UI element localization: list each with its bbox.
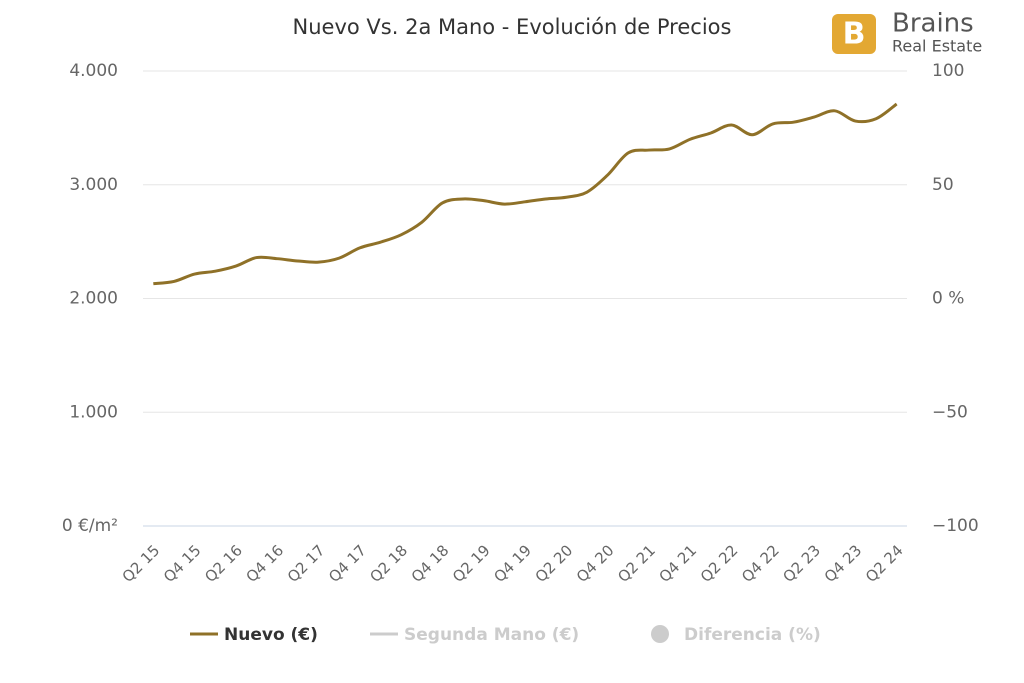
legend-label: Nuevo (€) xyxy=(224,625,318,645)
y-tick-label: 1.000 xyxy=(69,402,118,422)
legend-label: Segunda Mano (€) xyxy=(404,625,579,645)
legend-label: Diferencia (%) xyxy=(684,625,821,645)
x-tick-label: Q4 15 xyxy=(160,541,205,586)
x-tick-label: Q4 19 xyxy=(490,541,535,586)
legend-item[interactable]: Diferencia (%) xyxy=(651,625,821,645)
y-tick-label: 0 €/m² xyxy=(62,516,118,536)
y2-tick-label: 50 xyxy=(932,175,954,195)
x-tick-label: Q2 24 xyxy=(862,541,907,586)
x-tick-label: Q4 16 xyxy=(243,541,288,586)
x-tick-label: Q4 23 xyxy=(821,541,866,586)
logo-letter: B xyxy=(843,17,866,52)
x-tick-label: Q4 21 xyxy=(655,541,700,586)
logo: B Brains Real Estate xyxy=(832,9,982,56)
x-tick-label: Q4 17 xyxy=(325,541,370,586)
x-tick-label: Q2 23 xyxy=(779,541,824,586)
x-tick-label: Q2 17 xyxy=(284,541,329,586)
x-tick-label: Q2 15 xyxy=(119,541,164,586)
x-tick-label: Q2 21 xyxy=(614,541,659,586)
y2-tick-label: 100 xyxy=(932,61,964,81)
chart-title: Nuevo Vs. 2a Mano - Evolución de Precios xyxy=(293,15,732,39)
y-tick-label: 3.000 xyxy=(69,175,118,195)
legend-swatch xyxy=(651,625,669,643)
y2-tick-label: −100 xyxy=(932,516,979,536)
logo-name: Brains xyxy=(892,9,974,39)
x-tick-label: Q2 18 xyxy=(366,541,411,586)
legend-item[interactable]: Segunda Mano (€) xyxy=(370,625,579,645)
logo-icon xyxy=(832,14,876,54)
y2-tick-label: 0 % xyxy=(932,289,964,309)
y2-tick-label: −50 xyxy=(932,402,968,422)
x-tick-label: Q2 16 xyxy=(201,541,246,586)
x-tick-label: Q4 18 xyxy=(408,541,453,586)
x-tick-label: Q2 20 xyxy=(532,541,577,586)
y-tick-label: 4.000 xyxy=(69,61,118,81)
x-tick-label: Q2 22 xyxy=(697,541,742,586)
series-line xyxy=(153,102,898,286)
legend-item[interactable]: Nuevo (€) xyxy=(190,625,318,645)
logo-tagline: Real Estate xyxy=(892,37,982,56)
x-tick-label: Q2 19 xyxy=(449,541,494,586)
x-tick-label: Q4 20 xyxy=(573,541,618,586)
x-tick-label: Q4 22 xyxy=(738,541,783,586)
y-tick-label: 2.000 xyxy=(69,289,118,309)
